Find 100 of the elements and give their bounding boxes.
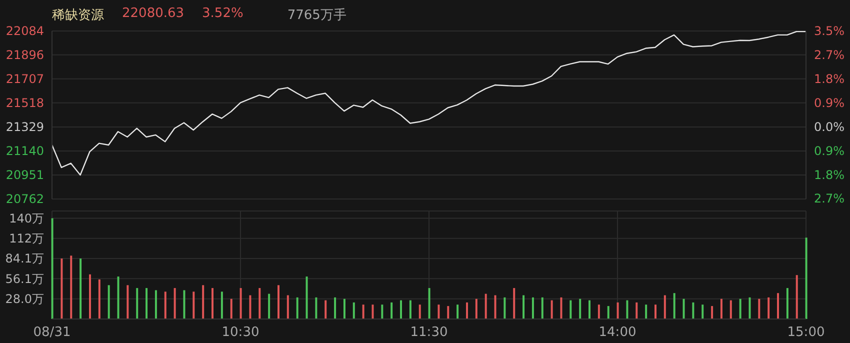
bar	[748, 297, 751, 319]
chart-title: 稀缺资源	[52, 7, 104, 24]
y-tick-label: 21140	[6, 144, 44, 158]
bar	[286, 295, 289, 319]
bar	[220, 292, 223, 319]
bar	[550, 300, 553, 319]
bar	[258, 288, 261, 319]
bar	[682, 298, 685, 319]
bar	[230, 298, 232, 319]
bar	[466, 302, 468, 319]
bar	[598, 304, 600, 319]
bar	[343, 298, 346, 319]
bar	[202, 285, 204, 319]
bar	[268, 294, 270, 319]
bar	[636, 302, 638, 319]
bar	[98, 279, 100, 319]
y2-tick-label: 2.7%	[814, 48, 844, 62]
bar	[739, 298, 742, 319]
y-tick-label: 84.1万	[5, 252, 44, 266]
x-tick-label: 08/31	[33, 325, 71, 340]
bar	[390, 302, 393, 319]
bar	[409, 300, 412, 319]
bar	[494, 295, 496, 319]
bar	[541, 297, 544, 319]
bar	[579, 298, 582, 319]
bar	[702, 304, 704, 319]
bar	[438, 304, 440, 319]
y2-tick-label: 0.0%	[814, 120, 844, 134]
x-tick-label: 15:00	[787, 325, 825, 340]
y-tick-label: 140万	[9, 211, 44, 226]
bar	[212, 288, 214, 319]
bar	[126, 285, 129, 319]
bar	[381, 304, 384, 319]
bar	[720, 298, 722, 319]
text: 22080.63	[122, 6, 184, 23]
bar	[70, 256, 72, 319]
bar	[570, 300, 572, 319]
y-tick-label: 112万	[9, 232, 44, 246]
y-tick-label: 20951	[6, 168, 44, 182]
bar	[711, 306, 714, 319]
y2-tick-label: 3.5%	[814, 24, 844, 38]
bar	[664, 295, 666, 319]
y-tick-label: 20762	[6, 192, 44, 206]
bar	[117, 276, 120, 319]
bar	[249, 295, 252, 319]
y-tick-label: 56.1万	[5, 272, 44, 286]
bar	[796, 275, 798, 319]
y-tick-label: 22084	[6, 24, 44, 38]
bar	[80, 258, 82, 319]
y2-tick-label: 1.8%	[814, 72, 844, 86]
bar	[654, 304, 656, 319]
y2-tick-label: 1.8%	[814, 168, 844, 182]
y2-tick-label: 0.9%	[814, 96, 844, 110]
bar	[174, 288, 176, 319]
bar	[164, 292, 166, 319]
bar	[456, 304, 459, 319]
bar	[136, 288, 138, 319]
text: 7765万手	[287, 7, 346, 24]
bar	[400, 300, 402, 319]
bar	[324, 300, 327, 319]
bar	[192, 292, 195, 319]
bar	[108, 285, 110, 319]
bar	[183, 290, 186, 319]
bar	[352, 302, 355, 319]
bar	[154, 290, 157, 319]
bar	[240, 288, 242, 319]
bar	[805, 238, 808, 319]
bar	[692, 302, 694, 319]
bar	[146, 288, 148, 319]
y-tick-label: 21518	[6, 96, 44, 110]
bar	[560, 297, 562, 319]
y2-tick-label: 0.9%	[814, 144, 844, 158]
bar	[88, 274, 91, 319]
bar	[306, 276, 308, 319]
bar	[607, 306, 610, 319]
y-tick-label: 21707	[6, 72, 44, 86]
bar	[513, 288, 516, 319]
x-tick-label: 14:00	[598, 325, 636, 340]
bar	[758, 298, 760, 319]
y-tick-label: 28.0万	[5, 292, 44, 306]
bar	[786, 288, 788, 319]
bar	[475, 298, 478, 319]
bar	[60, 258, 63, 319]
bar	[626, 300, 628, 319]
text: 3.52%	[202, 6, 244, 23]
bar	[504, 297, 506, 319]
y2-tick-label: 2.7%	[814, 192, 844, 206]
bar	[372, 304, 374, 319]
bar	[447, 306, 450, 319]
bar	[645, 304, 648, 319]
bar	[418, 304, 421, 319]
bar	[51, 218, 54, 319]
bar	[532, 297, 534, 319]
y-tick-label: 21896	[6, 48, 44, 62]
bar	[428, 288, 430, 319]
bar	[768, 297, 770, 319]
bar	[334, 297, 336, 319]
bar	[315, 297, 318, 319]
bar	[588, 300, 591, 319]
bar	[616, 302, 619, 319]
